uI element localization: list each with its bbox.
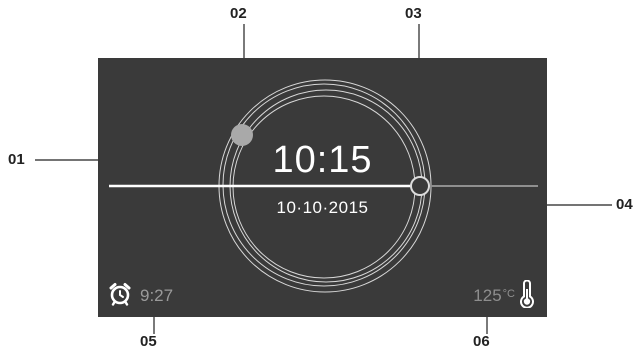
callout-01: 01 [8, 151, 25, 168]
alarm-indicator[interactable]: 9:27 [108, 282, 174, 311]
temperature-indicator[interactable]: 125 °C [473, 279, 535, 309]
current-date: 10·10·2015 [276, 198, 369, 217]
progress-knob[interactable] [410, 176, 430, 196]
callout-03: 03 [405, 5, 422, 22]
callout-02: 02 [230, 5, 247, 22]
callout-06: 06 [473, 333, 490, 350]
current-time: 10:15 [272, 139, 373, 181]
alarm-time: 9:27 [140, 286, 174, 305]
alarm-clock-icon [108, 282, 132, 311]
callout-04: 04 [616, 196, 633, 213]
thermometer-icon [519, 279, 535, 313]
device-screen: 10:15 10·10·2015 9:27 125 °C [98, 58, 547, 317]
screen-graphics [109, 79, 538, 293]
callout-05: 05 [140, 333, 157, 350]
temperature-value: 125 [473, 286, 502, 305]
orbit-indicator-dot [231, 124, 253, 146]
temperature-unit: °C [502, 288, 515, 300]
